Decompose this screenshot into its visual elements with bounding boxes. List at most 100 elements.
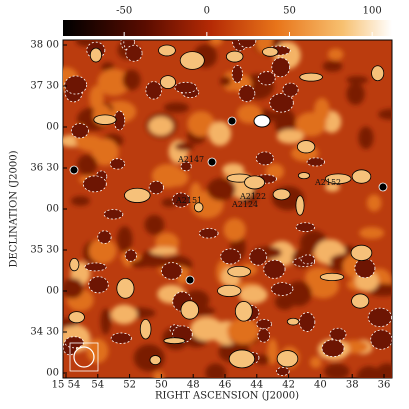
neg-contour (103, 209, 124, 220)
beam (73, 346, 95, 368)
bright-blob (324, 182, 340, 192)
pos-contour (68, 311, 85, 324)
neg-contour (64, 336, 84, 349)
pos-contour (179, 51, 205, 70)
neg-contour (275, 366, 290, 376)
beam-box (69, 342, 99, 372)
dark-blob (205, 363, 227, 378)
pos-contour (297, 172, 311, 180)
dark-blob (324, 363, 350, 378)
pos-contour (159, 75, 176, 89)
neg-contour (88, 276, 109, 294)
source (207, 157, 217, 167)
neg-contour (271, 57, 291, 78)
bright-blob (148, 116, 174, 136)
pos-contour (234, 301, 253, 322)
neg-contour (300, 254, 316, 265)
neg-contour (231, 65, 243, 84)
colorbar (63, 20, 392, 36)
bright-blob (309, 356, 322, 369)
x-tick-label: 40 (314, 380, 327, 391)
bright-blob (89, 85, 104, 111)
y-tick-label: 00 (46, 204, 59, 215)
pos-contour (149, 355, 162, 366)
neg-contour (354, 258, 376, 279)
pos-contour (324, 173, 352, 185)
bright-blob (327, 48, 344, 61)
dark-blob (116, 226, 133, 253)
x-tick-label: 15 54 (52, 380, 81, 391)
pos-contour (296, 140, 316, 154)
pos-contour (371, 65, 385, 82)
dark-blob (76, 154, 98, 176)
bright-blob (223, 218, 246, 242)
y-tick-label: 35 30 (30, 245, 59, 256)
cluster-label: A2122 (239, 192, 266, 201)
colorbar-tick-label: 50 (283, 6, 296, 17)
pos-contour (262, 46, 279, 57)
neg-contour (295, 222, 316, 232)
neg-contour (256, 319, 272, 330)
x-tick-label: 36 (378, 380, 391, 391)
source (69, 165, 79, 175)
bright-blob (227, 317, 260, 345)
y-tick-label: 00 (46, 368, 59, 379)
neg-contour (263, 259, 286, 279)
pos-contour (295, 195, 305, 216)
neg-contour (110, 332, 132, 344)
colorbar-tick-label: -50 (116, 6, 132, 17)
x-tick-label: 38 (346, 380, 359, 391)
neg-contour (367, 307, 392, 328)
dark-blob (358, 126, 374, 150)
x-tick-label: 42 (282, 380, 295, 391)
neg-contour (321, 339, 345, 358)
dark-blob (144, 214, 165, 235)
y-tick-label: 36 30 (30, 163, 59, 174)
pos-contour (350, 244, 373, 261)
dark-blob (63, 278, 84, 299)
bright-source (253, 114, 271, 128)
cluster-label: A2124 (231, 200, 258, 209)
pos-contour (276, 350, 299, 368)
radio-map (63, 40, 392, 378)
dark-blob (322, 60, 343, 72)
pos-contour (69, 258, 80, 272)
neg-contour (148, 180, 164, 195)
neg-contour (180, 161, 192, 172)
bright-blob (97, 68, 131, 96)
neg-contour (124, 249, 137, 262)
dark-blob (356, 366, 382, 378)
neg-contour (370, 329, 392, 350)
source (227, 116, 237, 126)
pos-contour (116, 277, 135, 299)
neg-contour (220, 248, 241, 265)
dark-blob (100, 308, 111, 335)
cluster-label: A2151 (175, 196, 202, 205)
pos-contour (286, 317, 300, 326)
pos-contour (89, 47, 102, 63)
neg-contour (64, 75, 88, 95)
neg-contour (113, 110, 126, 131)
bright-blob (110, 304, 138, 325)
source (185, 275, 195, 285)
bright-blob (209, 40, 223, 46)
neg-contour (84, 262, 107, 272)
neg-contour (171, 192, 191, 208)
pos-contour (319, 272, 345, 282)
bright-blob (222, 163, 245, 177)
x-tick-label: 52 (123, 380, 136, 391)
dark-blob (163, 102, 190, 113)
dark-blob (346, 82, 365, 105)
neg-contour (269, 93, 294, 113)
y-tick-label: 00 (46, 286, 59, 297)
x-tick-label: 50 (155, 380, 168, 391)
bright-blob (267, 338, 278, 365)
pos-contour (227, 265, 252, 278)
dark-blob (70, 195, 90, 206)
neg-contour (82, 175, 107, 193)
x-tick-label: 44 (250, 380, 263, 391)
neg-contour (109, 158, 126, 170)
neg-contour (306, 157, 325, 167)
neg-contour (249, 248, 268, 266)
y-tick-label: 38 00 (30, 40, 59, 51)
